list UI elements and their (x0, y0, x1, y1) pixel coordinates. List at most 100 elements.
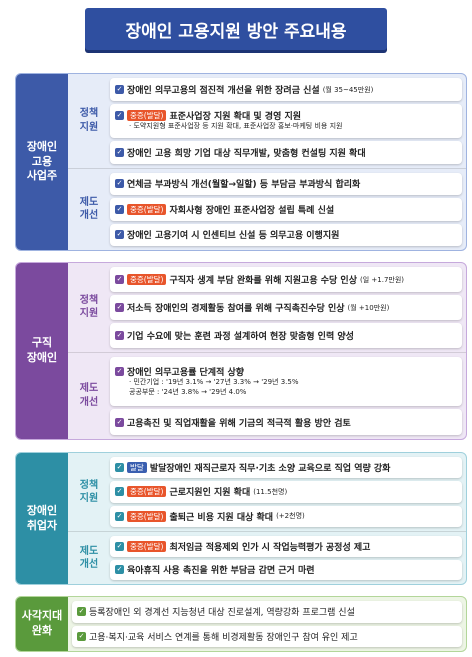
check-icon: ✓ (115, 367, 124, 377)
item-text: 장애인 고용기여 시 인센티브 신설 등 의무고용 이행지원 (127, 231, 340, 242)
tag: 중증(발달) (127, 540, 167, 552)
item: ✓ 발달 발달장애인 재직근로자 직무·기초 소양 교육으로 직업 역량 강화 (110, 457, 462, 479)
check-icon: ✓ (115, 275, 124, 284)
sub-text: · 도약지원형 표준사업장 등 지원 확대, 표준사업장 홍보·마케팅 비용 지… (129, 122, 343, 131)
check-icon: ✓ (115, 331, 124, 340)
check-icon: ✓ (115, 85, 124, 95)
item-text: 근로지원인 지원 확대 (169, 488, 251, 499)
item: ✓ 중증(발달) 최저임금 적용제외 인가 시 작업능력평가 공정성 제고 (110, 536, 462, 557)
section: 장애인 고용 사업주 정책 지원 ✓ 장애인 의무고용의 점진적 개선을 위한 장려금… (15, 73, 467, 251)
item-text: 장애인 의무고용의 점진적 개선을 위한 장려금 신설 (127, 86, 320, 97)
item: ✓ 기업 수요에 맞는 훈련 과정 설계하여 현장 맞춤형 인력 양성 (110, 323, 462, 348)
item-row: ✓ 장애인 의무고용의 점진적 개선을 위한 장려금 신설 (월 35~45만원) (115, 83, 457, 96)
item-text: 등록장애인 외 경계선 지능청년 대상 진로설계, 역량강화 프로그램 신설 (89, 608, 355, 619)
item: ✓ 장애인 의무고용의 점진적 개선을 위한 장려금 신설 (월 35~45만원) (110, 78, 462, 102)
item: ✓ 중증(발달) 근로지원인 지원 확대 (11.5천명) (110, 481, 462, 503)
item-text: 육아휴직 사용 촉진을 위한 부담금 감면 근거 마련 (127, 566, 315, 577)
item-row: ✓ 중증(발달) 출퇴근 비용 지원 대상 확대 (+2천명) (115, 510, 457, 523)
item-text: 출퇴근 비용 지원 대상 확대 (169, 512, 274, 523)
section-label: 장애인 취업자 (16, 453, 68, 584)
tag: 중증(발달) (127, 510, 167, 522)
groups: 정책 지원 ✓ 장애인 의무고용의 점진적 개선을 위한 장려금 신설 (월 35~4… (68, 74, 466, 250)
group: 제도 개선 ✓ 장애인 의무고용률 단계적 상향 · 민간기업 : '19년 3.1%… (68, 351, 466, 439)
item: ✓ 연체금 부과방식 개선(월할→일할) 등 부담금 부과방식 합리화 (110, 172, 462, 196)
check-icon: ✓ (115, 147, 124, 157)
item: ✓ 중증(발달) 출퇴근 비용 지원 대상 확대 (+2천명) (110, 505, 462, 527)
item-text: 자회사형 장애인 표준사업장 설립 특례 신설 (169, 205, 335, 216)
item-row: ✓ 중증(발달) 자회사형 장애인 표준사업장 설립 특례 신설 (115, 203, 457, 216)
groups: ✓ 등록장애인 외 경계선 지능청년 대상 진로설계, 역량강화 프로그램 신설 ✓… (68, 597, 466, 651)
items: ✓ 발달 발달장애인 재직근로자 직무·기초 소양 교육으로 직업 역량 강화 ✓ 중증… (110, 453, 466, 531)
group-label: 제도 개선 (79, 545, 99, 571)
item-text: 구직자 생계 부담 완화를 위해 지원고용 수당 인상 (169, 276, 357, 286)
tag: 발달 (127, 462, 147, 474)
groups: 정책 지원 ✓ 발달 발달장애인 재직근로자 직무·기초 소양 교육으로 직업 역량 … (68, 453, 466, 584)
check-icon: ✓ (77, 607, 86, 617)
section-label: 장애인 고용 사업주 (16, 74, 68, 250)
item-row: ✓ 연체금 부과방식 개선(월할→일할) 등 부담금 부과방식 합리화 (115, 177, 457, 190)
section-label: 사각지대 완화 (16, 597, 68, 651)
item-text: 고용·복지·교육 서비스 연계를 통해 비경제활동 장애인구 참여 유인 제고 (89, 632, 358, 643)
check-icon: ✓ (115, 230, 124, 240)
check-icon: ✓ (115, 204, 124, 214)
title: 장애인 고용지원 방안 주요내용 (85, 8, 387, 50)
item-text: 표준사업장 지원 확대 및 경영 지원 (169, 112, 302, 123)
item-row: ✓ 발달 발달장애인 재직근로자 직무·기초 소양 교육으로 직업 역량 강화 (115, 461, 457, 474)
items: ✓ 중증(발달) 최저임금 적용제외 인가 시 작업능력평가 공정성 제고 ✓ 육아휴직… (110, 532, 466, 584)
item: ✓ 중증(발달) 자회사형 장애인 표준사업장 설립 특례 신설 (110, 198, 462, 221)
item-note: (11.5천명) (253, 487, 288, 496)
group: 정책 지원 ✓ 장애인 의무고용의 점진적 개선을 위한 장려금 신설 (월 35~4… (68, 74, 466, 168)
group-label: 정책 지원 (79, 479, 99, 505)
item-row: ✓ 등록장애인 외 경계선 지능청년 대상 진로설계, 역량강화 프로그램 신설 (77, 605, 457, 618)
item-row: ✓ 중증(발달) 구직자 생계 부담 완화를 위해 지원고용 수당 인상 (일 +1.… (115, 273, 457, 286)
check-icon: ✓ (115, 541, 124, 551)
check-icon: ✓ (115, 417, 124, 427)
section: 구직 장애인 정책 지원 ✓ 중증(발달) 구직자 생계 부담 완화를 위해 지원고용 … (15, 262, 467, 440)
item: ✓ 장애인 의무고용률 단계적 상향 · 민간기업 : '19년 3.1% → '2… (110, 356, 462, 407)
item-text: 기업 수요에 맞는 훈련 과정 설계하여 현장 맞춤형 인력 양성 (127, 332, 354, 342)
group: ✓ 등록장애인 외 경계선 지능청년 대상 진로설계, 역량강화 프로그램 신설 ✓… (68, 597, 466, 651)
check-icon: ✓ (115, 487, 124, 497)
check-icon: ✓ (115, 565, 124, 575)
item-row: ✓ 중증(발달) 표준사업장 지원 확대 및 경영 지원 (115, 109, 457, 122)
tag: 중증(발달) (127, 110, 167, 122)
section: 장애인 취업자 정책 지원 ✓ 발달 발달장애인 재직근로자 직무·기초 소양 교육으로… (15, 452, 467, 585)
item-text: 저소득 장애인의 경제활동 참여를 위해 구직촉진수당 인상 (127, 304, 345, 314)
item: ✓ 육아휴직 사용 촉진을 위한 부담금 감면 근거 마련 (110, 559, 462, 580)
sub-text: · 민간기업 : '19년 3.1% → '27년 3.3% → '29년 3.… (129, 378, 299, 387)
section: 사각지대 완화 ✓ 등록장애인 외 경계선 지능청년 대상 진로설계, 역량강화 프… (15, 596, 467, 652)
group-label: 제도 개선 (79, 196, 99, 222)
items: ✓ 등록장애인 외 경계선 지능청년 대상 진로설계, 역량강화 프로그램 신설 ✓… (68, 597, 466, 651)
item-text: 발달장애인 재직근로자 직무·기초 소양 교육으로 직업 역량 강화 (149, 464, 391, 475)
tag: 중증(발달) (127, 486, 167, 498)
item-row: ✓ 중증(발달) 최저임금 적용제외 인가 시 작업능력평가 공정성 제고 (115, 540, 457, 553)
item-row: ✓ 장애인 의무고용률 단계적 상향 (115, 365, 457, 378)
group: 제도 개선 ✓ 연체금 부과방식 개선(월할→일할) 등 부담금 부과방식 합리화 ✓… (68, 167, 466, 250)
group-label: 정책 지원 (79, 294, 99, 320)
item: ✓ 저소득 장애인의 경제활동 참여를 위해 구직촉진수당 인상 (월 +10만원) (110, 295, 462, 320)
item-row: ✓ 고용촉진 및 직업재활을 위해 기금의 적극적 활용 방안 검토 (115, 416, 457, 429)
check-icon: ✓ (115, 511, 124, 521)
tag: 중증(발달) (127, 274, 167, 285)
items: ✓ 연체금 부과방식 개선(월할→일할) 등 부담금 부과방식 합리화 ✓ 중증(발달… (110, 169, 466, 250)
item-text: 장애인 고용 희망 기업 대상 직무개발, 맞춤형 컨설팅 지원 확대 (127, 148, 366, 159)
item-text: 최저임금 적용제외 인가 시 작업능력평가 공정성 제고 (169, 542, 371, 553)
items: ✓ 장애인 의무고용률 단계적 상향 · 민간기업 : '19년 3.1% → '2… (110, 353, 466, 439)
check-icon: ✓ (115, 179, 124, 189)
item-row: ✓ 장애인 고용 희망 기업 대상 직무개발, 맞춤형 컨설팅 지원 확대 (115, 146, 457, 159)
item-note: (+2천명) (276, 512, 305, 521)
item-note: (월 35~45만원) (322, 85, 374, 94)
tag: 중증(발달) (127, 203, 167, 215)
item-text: 장애인 의무고용률 단계적 상향 (127, 368, 245, 379)
item: ✓ 중증(발달) 구직자 생계 부담 완화를 위해 지원고용 수당 인상 (일 +1.… (110, 267, 462, 292)
sub-text: 공공부문 : '24년 3.8% → '29년 4.0% (129, 388, 247, 397)
section-label: 구직 장애인 (16, 263, 68, 439)
check-icon: ✓ (77, 631, 86, 641)
item: ✓ 중증(발달) 표준사업장 지원 확대 및 경영 지원 · 도약지원형 표준사업장 … (110, 104, 462, 138)
item-note: (월 +10만원) (347, 303, 390, 312)
item-note: (일 +1.7만원) (360, 275, 405, 284)
group-label: 정책 지원 (79, 108, 99, 133)
check-icon: ✓ (115, 303, 124, 312)
item-text: 연체금 부과방식 개선(월할→일할) 등 부담금 부과방식 합리화 (127, 180, 361, 191)
